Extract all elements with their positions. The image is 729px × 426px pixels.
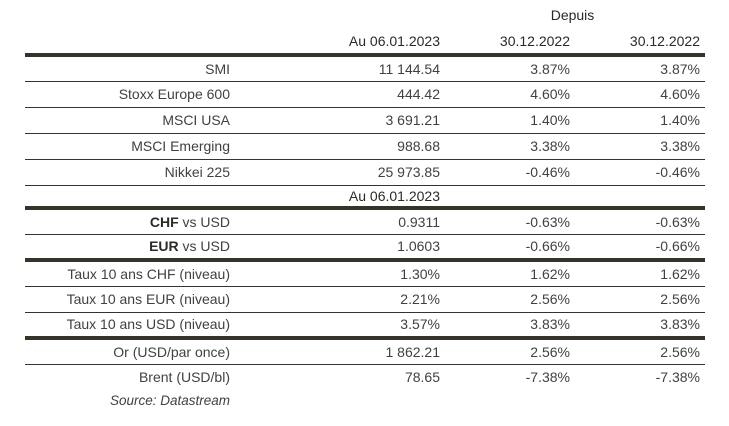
row-pct-since-2: 2.56% [660,291,700,307]
row-pct-since-1: 2.56% [530,291,570,307]
empty-cell [25,4,240,28]
row-pct-since-1: 1.40% [530,112,570,128]
row-value: 11 144.54 [378,60,440,77]
row-pct-since-2: -0.46% [655,164,700,180]
column-header-since-2: 30.12.2022 [629,32,700,49]
table-row-brent: Brent (USD/bl) 78.65 -7.38% -7.38% [25,364,705,390]
table-row-gold: Or (USD/par once) 1 862.21 2.56% 2.56% [25,338,705,364]
row-pct-since-2: -0.66% [655,238,700,255]
currency-rest: vs USD [178,238,230,255]
row-label: Stoxx Europe 600 [118,86,230,102]
row-value: 78.65 [404,369,440,386]
table-row-stoxx: Stoxx Europe 600 444.42 4.60% 4.60% [25,81,705,107]
row-pct-since-2: 3.83% [660,316,700,333]
row-pct-since-1: 3.38% [530,138,570,154]
row-pct-since-1: 2.56% [530,343,570,360]
currency-code: CHF [149,213,179,230]
row-label: Or (USD/par once) [113,343,230,360]
row-pct-since-2: 3.87% [660,60,700,77]
row-pct-since-2: 3.38% [660,138,700,154]
empty-cell [240,390,450,415]
market-data-table: Depuis Au 06.01.2023 30.12.2022 30.12.20… [25,4,705,415]
table-row-eur-usd: EUR vs USD 1.0603 -0.66% -0.66% [25,234,705,260]
row-label: Nikkei 225 [164,164,230,180]
currency-rest: vs USD [178,213,230,230]
row-pct-since-2: -0.63% [655,213,700,230]
table-row-rate-eur: Taux 10 ans EUR (niveau) 2.21% 2.56% 2.5… [25,286,705,312]
section-header-date: Au 06.01.2023 [348,187,440,204]
row-label: Taux 10 ans USD (niveau) [66,316,230,333]
row-value: 3.57% [400,316,440,333]
row-pct-since-2: 1.40% [660,112,700,128]
row-pct-since-1: 3.83% [530,316,570,333]
column-header-row: Au 06.01.2023 30.12.2022 30.12.2022 [25,28,705,55]
row-pct-since-1: -0.63% [525,213,570,230]
row-value: 3 691.21 [385,112,441,128]
empty-cell [577,390,705,415]
table-row-rate-usd: Taux 10 ans USD (niveau) 3.57% 3.83% 3.8… [25,312,705,338]
empty-cell [577,185,705,208]
row-pct-since-2: 1.62% [660,265,700,282]
row-label: EUR vs USD [25,234,240,260]
empty-cell [450,390,577,415]
source-note: Source: Datastream [109,393,230,408]
row-pct-since-1: -0.46% [525,164,570,180]
empty-cell [450,185,577,208]
row-pct-since-2: 2.56% [660,343,700,360]
empty-cell [240,4,450,28]
row-label: MSCI USA [162,112,230,128]
row-value: 988.68 [397,138,440,154]
table-row-smi: SMI 11 144.54 3.87% 3.87% [25,55,705,81]
row-value: 1 862.21 [385,343,441,360]
table-row-chf-usd: CHF vs USD 0.9311 -0.63% -0.63% [25,208,705,234]
row-pct-since-2: 4.60% [660,86,700,102]
row-pct-since-1: 4.60% [530,86,570,102]
table-row-msci-emerging: MSCI Emerging 988.68 3.38% 3.38% [25,133,705,159]
row-value: 444.42 [397,86,440,102]
row-pct-since-2: -7.38% [655,369,700,386]
currency-code: EUR [149,238,179,255]
row-value: 1.30% [400,265,440,282]
row-label: MSCI Emerging [131,138,230,154]
row-label: Taux 10 ans EUR (niveau) [66,291,230,307]
column-header-since-1: 30.12.2022 [499,32,570,49]
row-value: 0.9311 [398,213,440,230]
row-pct-since-1: -0.66% [525,238,570,255]
row-label: Taux 10 ans CHF (niveau) [67,265,230,282]
depuis-header: Depuis [550,7,595,23]
empty-cell [25,185,240,208]
row-pct-since-1: 1.62% [530,265,570,282]
row-label: CHF vs USD [25,208,240,234]
table-row-nikkei: Nikkei 225 25 973.85 -0.46% -0.46% [25,159,705,185]
source-row: Source: Datastream [25,390,705,415]
table-row-msci-usa: MSCI USA 3 691.21 1.40% 1.40% [25,107,705,133]
row-value: 2.21% [400,291,440,307]
column-header-date: Au 06.01.2023 [348,32,440,49]
row-label: Brent (USD/bl) [138,369,230,386]
table-row-rate-chf: Taux 10 ans CHF (niveau) 1.30% 1.62% 1.6… [25,260,705,286]
row-value: 25 973.85 [377,164,440,180]
empty-cell [25,28,240,55]
row-value: 1.0603 [397,238,440,255]
row-pct-since-1: 3.87% [530,60,570,77]
section-header-row: Au 06.01.2023 [25,185,705,208]
row-label: SMI [205,60,230,77]
depuis-header-row: Depuis [25,4,705,28]
row-pct-since-1: -7.38% [525,369,570,386]
